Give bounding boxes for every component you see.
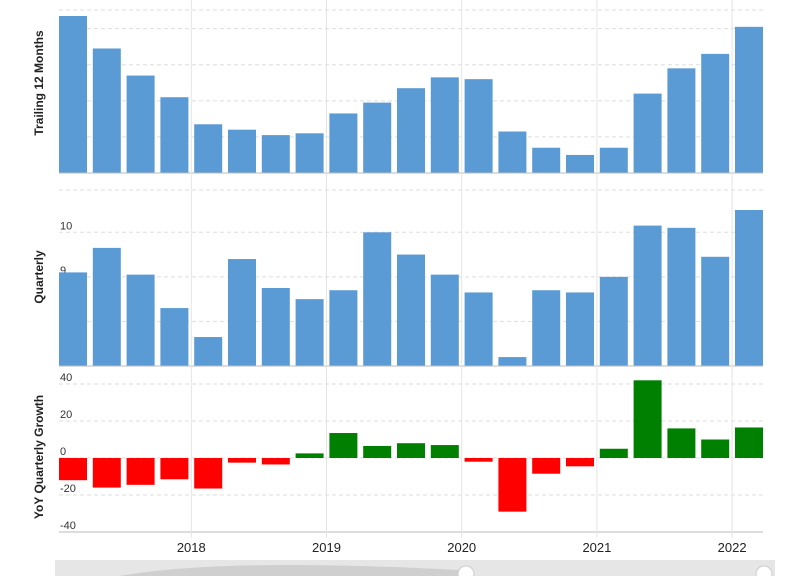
bar[interactable] (160, 308, 189, 366)
y-tick-label: 9 (60, 265, 66, 277)
x-tick-label: 2022 (718, 540, 747, 555)
bar[interactable] (430, 274, 459, 366)
bar[interactable] (667, 68, 696, 173)
y-tick-label: 0 (60, 446, 66, 458)
bar[interactable] (735, 427, 763, 458)
x-tick-label: 2021 (582, 540, 611, 555)
x-tick-label: 2019 (312, 540, 341, 555)
bar[interactable] (464, 79, 493, 173)
bar[interactable] (430, 445, 459, 458)
bar[interactable] (566, 292, 594, 366)
x-tick-label: 2018 (177, 540, 206, 555)
bar[interactable] (228, 458, 256, 463)
bar[interactable] (667, 227, 696, 366)
quarterly-panel: 78910Quarterly (32, 189, 763, 367)
bar[interactable] (59, 272, 87, 366)
bar[interactable] (532, 458, 561, 474)
y-tick-label: 20 (60, 409, 72, 421)
bar[interactable] (464, 292, 493, 366)
bar[interactable] (194, 458, 223, 489)
range-navigator[interactable] (55, 560, 775, 576)
bar[interactable] (363, 445, 392, 458)
bar[interactable] (126, 458, 155, 485)
bar[interactable] (160, 97, 189, 173)
y-tick-label: -40 (60, 520, 76, 532)
bar[interactable] (498, 458, 527, 512)
bar[interactable] (397, 254, 425, 366)
x-tick-label: 2020 (447, 540, 476, 555)
bar[interactable] (735, 26, 763, 173)
bar[interactable] (160, 458, 189, 480)
yoy-growth-panel: -40 -20 0 20 40 YoY Quarterly Growth (32, 372, 763, 533)
bar[interactable] (464, 458, 493, 462)
bar[interactable] (228, 259, 256, 366)
bar[interactable] (430, 77, 459, 173)
bar[interactable] (194, 124, 223, 173)
y-axis-title: Trailing 12 Months (32, 30, 46, 136)
bar[interactable] (701, 439, 730, 459)
bar[interactable] (397, 443, 425, 458)
navigator-handle-right[interactable] (755, 565, 773, 576)
bar[interactable] (498, 357, 527, 366)
bar[interactable] (329, 290, 358, 366)
y-tick-label: 10 (60, 220, 72, 232)
bar[interactable] (498, 131, 527, 173)
bar[interactable] (59, 16, 87, 173)
bar[interactable] (566, 458, 594, 467)
bar[interactable] (295, 299, 324, 366)
bar[interactable] (735, 210, 763, 366)
bar[interactable] (92, 48, 121, 173)
bar[interactable] (701, 256, 730, 366)
bar[interactable] (194, 337, 223, 366)
y-tick-label: 40 (60, 372, 72, 384)
bar[interactable] (295, 133, 324, 173)
y-tick-label: -20 (60, 483, 76, 495)
bar[interactable] (363, 102, 392, 173)
bar[interactable] (329, 113, 358, 173)
bar[interactable] (329, 433, 358, 458)
bar[interactable] (667, 428, 696, 458)
navigator-handle-left[interactable] (457, 565, 475, 576)
bar[interactable] (701, 53, 730, 173)
bar[interactable] (363, 232, 392, 366)
bar[interactable] (599, 147, 628, 173)
bar[interactable] (532, 147, 561, 173)
bar[interactable] (566, 154, 594, 173)
bar[interactable] (228, 129, 256, 173)
y-axis-title: YoY Quarterly Growth (32, 395, 46, 519)
bar[interactable] (295, 453, 324, 458)
bar[interactable] (633, 225, 662, 366)
bar[interactable] (261, 135, 290, 173)
bar[interactable] (532, 290, 561, 366)
bar[interactable] (92, 458, 121, 488)
y-axis-title: Quarterly (32, 250, 46, 304)
x-axis: 2018 2019 2020 2021 2022 (177, 0, 747, 555)
bar[interactable] (261, 288, 290, 366)
bar[interactable] (599, 448, 628, 458)
bar[interactable] (397, 88, 425, 173)
bar[interactable] (92, 247, 121, 366)
bar[interactable] (59, 458, 87, 481)
trailing-12-months-panel: 3234363840Trailing 12 Months (32, 9, 763, 174)
bar[interactable] (633, 380, 662, 458)
bar[interactable] (126, 274, 155, 366)
bar[interactable] (599, 276, 628, 366)
bar[interactable] (261, 458, 290, 465)
navigator-series-shape (120, 565, 460, 576)
bar[interactable] (126, 75, 155, 173)
bar[interactable] (633, 93, 662, 173)
